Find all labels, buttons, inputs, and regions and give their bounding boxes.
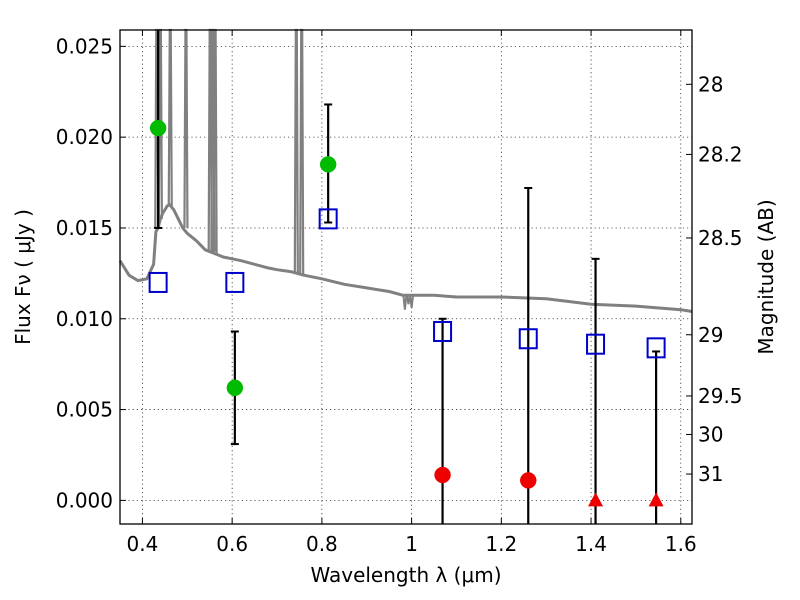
y-tick-label: 0.015 — [56, 216, 113, 240]
model-flux-square — [518, 328, 538, 350]
error-bars — [154, 30, 661, 524]
model-flux-square — [433, 320, 453, 342]
observed-flux-point — [226, 379, 244, 397]
x-tick-label: 1 — [405, 532, 418, 556]
y-tick-label: 0.010 — [56, 307, 113, 331]
y-axis-title: Flux Fν ( μJy ) — [11, 209, 35, 345]
axis-ticks: 0.4 0.6 0.8 1 1.2 1.4 1.6 0.000 0.005 0.010 0.015 0… — [56, 30, 743, 556]
model-flux-square — [318, 208, 338, 230]
x-tick-label: 0.6 — [216, 532, 248, 556]
right-tick-label: 31 — [698, 462, 723, 486]
y-tick-label: 0.000 — [56, 488, 113, 512]
right-tick-label: 28 — [698, 72, 723, 96]
y-tick-label: 0.005 — [56, 398, 113, 422]
x-tick-label: 1.2 — [485, 532, 517, 556]
right-axis-title: Magnitude (AB) — [754, 199, 778, 354]
plot-frame — [119, 29, 693, 525]
model-sed-line — [118, 202, 693, 313]
y-tick-label: 0.020 — [56, 125, 113, 149]
grid — [120, 30, 692, 524]
emission-line-spike — [167, 28, 173, 207]
right-tick-label: 28.5 — [698, 226, 743, 250]
upper-limit-triangle — [588, 492, 604, 507]
model-spectrum — [118, 28, 693, 313]
model-flux-square — [586, 333, 606, 355]
x-tick-label: 0.4 — [127, 532, 159, 556]
emission-line-spike — [299, 28, 305, 276]
x-axis-title: Wavelength λ (μm) — [310, 563, 501, 587]
data-markers — [148, 119, 666, 507]
observed-flux-point — [319, 156, 337, 173]
model-flux-square — [225, 271, 245, 293]
absorption-dip — [409, 295, 415, 308]
emission-line-spike — [183, 28, 189, 228]
model-flux-square — [148, 271, 168, 293]
observed-flux-point — [149, 119, 167, 137]
model-flux-square — [646, 337, 666, 359]
right-tick-label: 30 — [698, 422, 723, 446]
observed-flux-point — [520, 472, 537, 489]
emission-line-spike — [293, 28, 299, 274]
right-tick-label: 29.5 — [698, 384, 743, 408]
y-tick-label: 0.025 — [56, 34, 113, 58]
absorption-dip — [402, 295, 408, 310]
observed-flux-point — [434, 466, 451, 484]
x-tick-label: 0.8 — [306, 532, 338, 556]
x-tick-label: 1.6 — [665, 532, 697, 556]
right-tick-label: 29 — [698, 323, 723, 347]
right-tick-label: 28.2 — [698, 142, 743, 166]
upper-limit-triangle — [648, 492, 664, 507]
x-tick-label: 1.4 — [575, 532, 607, 556]
